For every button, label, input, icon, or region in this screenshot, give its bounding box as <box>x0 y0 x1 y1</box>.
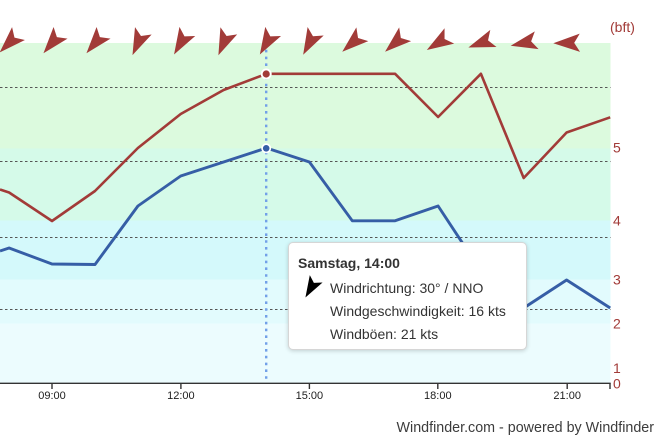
svg-text:15:00: 15:00 <box>296 390 324 402</box>
svg-text:18:00: 18:00 <box>424 390 452 402</box>
svg-text:12:00: 12:00 <box>167 390 195 402</box>
svg-text:(bft): (bft) <box>610 19 635 35</box>
svg-text:09:00: 09:00 <box>38 390 66 402</box>
svg-text:5: 5 <box>613 140 621 156</box>
svg-text:1: 1 <box>613 360 621 376</box>
svg-text:3: 3 <box>613 272 621 288</box>
svg-text:0: 0 <box>613 376 621 392</box>
svg-text:2: 2 <box>613 316 621 332</box>
svg-text:4: 4 <box>613 213 621 229</box>
svg-text:21:00: 21:00 <box>553 390 581 402</box>
